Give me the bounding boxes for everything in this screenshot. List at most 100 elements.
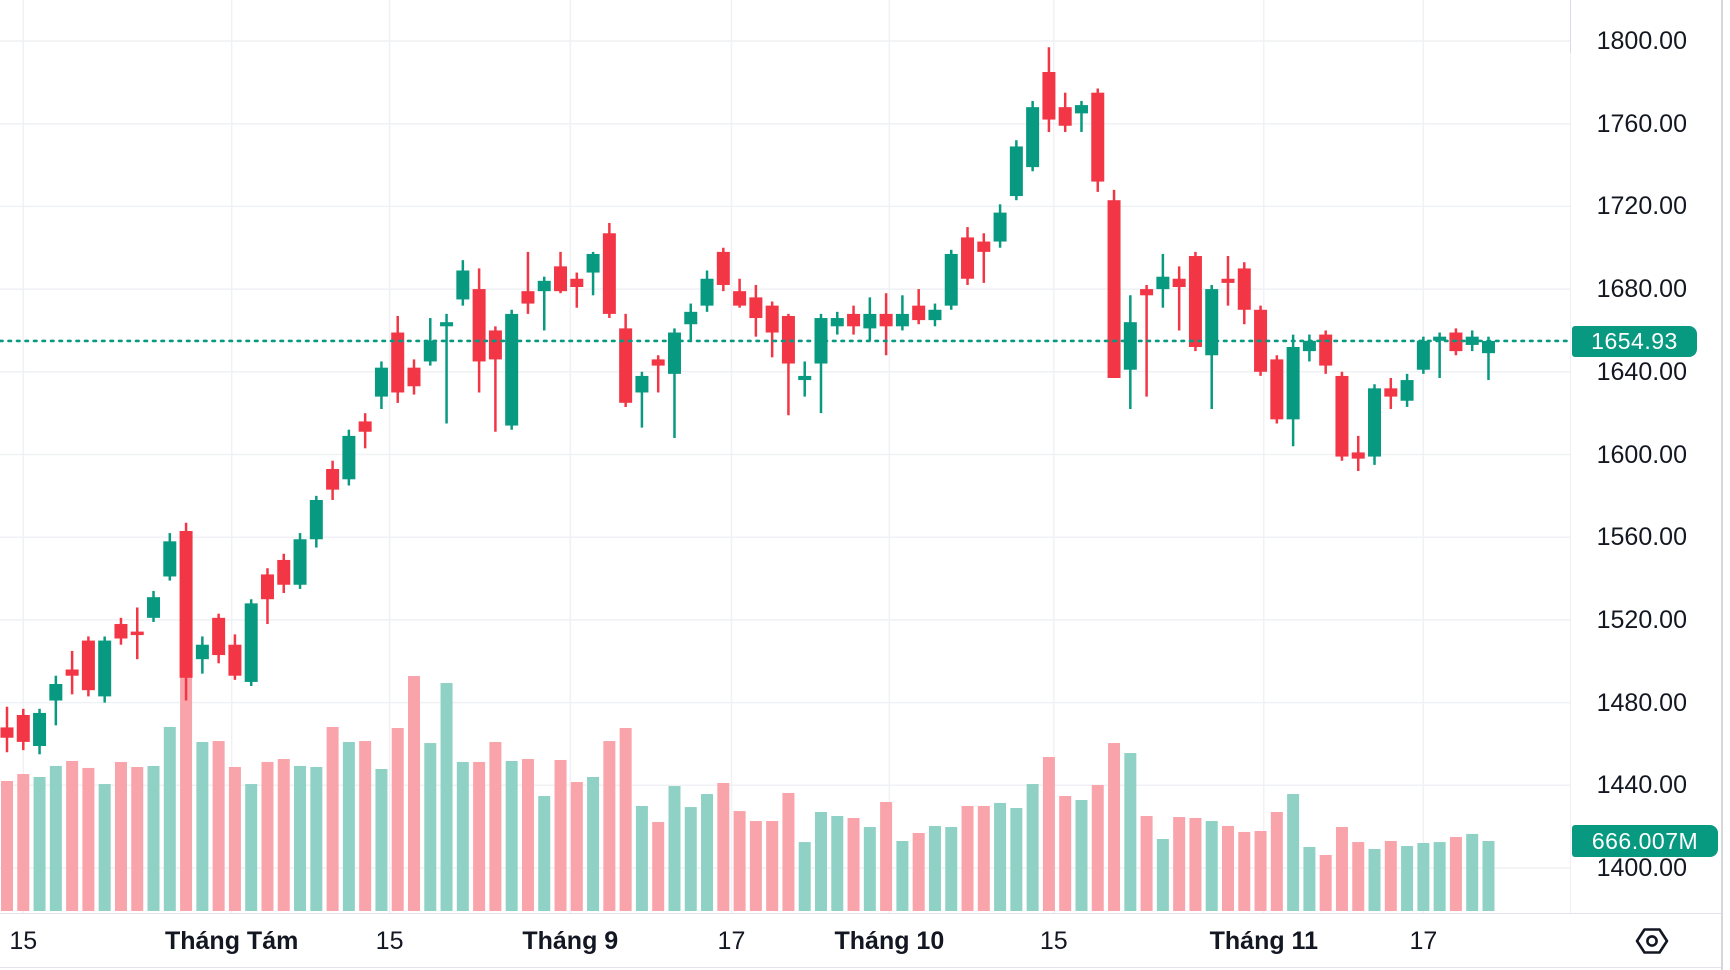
volume-value: 666.007M [1591,827,1699,854]
volume-bar [1368,848,1381,911]
candle-body [293,539,307,585]
price-axis-label: 1800.00 [1596,27,1687,55]
candle-body [961,237,975,279]
candle-body [1107,200,1121,379]
candle-body [554,266,568,292]
candle-body [651,359,665,366]
price-axis-label: 1480.00 [1596,688,1687,717]
candle-body [1172,278,1186,288]
volume-bar [228,767,241,911]
candle-body [1026,107,1040,168]
hexagon-dot-icon[interactable] [1633,925,1671,957]
candle-body [0,727,14,738]
candle-body [993,212,1007,242]
candle-body [684,311,698,325]
volume-bar [456,761,469,911]
candle-body [1481,340,1495,354]
volume-bar [587,776,600,911]
volume-bar [489,741,502,911]
candle-body [749,297,763,319]
candle-body [586,253,600,273]
price-axis-label: 1640.00 [1596,357,1687,386]
volume-bar [1205,821,1218,911]
candle-body [700,278,714,306]
volume-bar [831,815,844,911]
volume-bar [359,741,372,911]
candle-body [1156,276,1170,290]
candle-body [228,644,242,676]
candle-body [1009,146,1023,197]
candle-body [505,313,519,426]
candle-body [98,640,112,697]
volume-bar [1482,840,1495,911]
volume-bar [1108,743,1121,911]
candle-body [488,330,502,360]
volume-bar [1449,837,1462,911]
candle-body [537,280,551,292]
candle-body [195,644,209,660]
time-axis-day-label: 17 [1409,927,1438,955]
volume-bar [1254,831,1267,911]
candle-body [114,624,128,639]
last-price-value: 1654.93 [1591,328,1678,354]
candle-body [765,305,779,333]
volume-bar [261,761,274,911]
volume-bar [98,784,111,911]
volume-bar [1417,842,1430,911]
volume-bar [163,726,176,911]
volume-bar [1384,840,1397,911]
candle-body [49,683,63,701]
candle-body [244,603,258,682]
candle-body [163,541,177,577]
volume-bar [635,805,648,911]
volume-bar [375,768,388,911]
price-axis-label: 1680.00 [1596,275,1687,304]
volume-bar [147,765,160,911]
candle-body [130,631,144,636]
volume-bar [1303,846,1316,911]
time-axis-day-label: 15 [9,927,38,955]
candle-body [1416,340,1430,370]
volume-bar [668,786,681,911]
last-price-badge: 1654.93 [1572,326,1697,357]
candle-body [326,468,340,490]
volume-bar [652,821,665,911]
price-axis-label: 1560.00 [1596,523,1687,552]
volume-bar [1124,753,1137,911]
candle-body [147,597,161,618]
time-axis-day-label: 15 [1039,927,1068,955]
price-axis-label: 1600.00 [1596,440,1687,469]
time-axis-month-label: Tháng 10 [834,927,945,955]
volume-bar [17,774,30,911]
volume-bar [440,683,453,911]
candle-body [212,617,226,656]
candle-body [391,332,405,393]
candle-body [1237,268,1251,310]
volume-bar [603,741,616,911]
volume-bar [1433,842,1446,911]
time-axis[interactable]: 15 Tháng Tám 15 Tháng 9 17 Tháng 10 15 Tháng 11… [0,913,1722,968]
volume-bar [1075,800,1088,911]
candle-body [1319,334,1333,366]
volume-bar [1270,811,1283,911]
candle-body [1042,72,1056,120]
candle-body [1058,107,1072,126]
candle-body [928,309,942,321]
volume-bar [277,759,290,911]
candle-body [667,332,681,374]
volume-bar [342,741,355,911]
volume-bar [310,767,323,911]
candle-body [1302,340,1316,352]
volume-bar [1140,815,1153,911]
candle-body [260,574,274,600]
candle-body [423,340,437,362]
candle-body [179,530,193,678]
candle-body [456,270,470,300]
volume-bar [1319,854,1332,911]
candle-body [16,715,30,742]
candle-body [81,640,95,691]
candle-body [342,435,356,480]
candle-body [1188,256,1202,347]
volume-bar [1222,825,1234,911]
